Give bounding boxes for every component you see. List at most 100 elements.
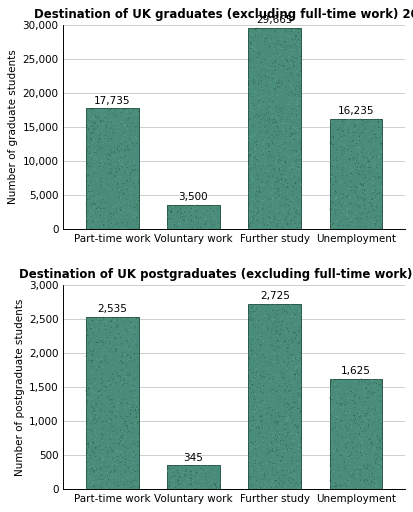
Point [289, 377, 296, 386]
Point [259, 95, 266, 103]
Point [346, 402, 352, 410]
Point [110, 212, 116, 221]
Point [255, 362, 262, 371]
Point [123, 438, 130, 446]
Text: 345: 345 [183, 453, 203, 463]
Point [375, 393, 382, 401]
Point [276, 78, 283, 86]
Point [256, 134, 263, 142]
Point [271, 216, 278, 224]
Point [127, 355, 133, 363]
Point [124, 352, 131, 360]
Point [370, 391, 376, 399]
Point [339, 167, 346, 175]
Point [254, 416, 260, 424]
Point [263, 419, 269, 427]
Point [276, 361, 282, 370]
Point [370, 173, 377, 181]
Point [358, 191, 365, 200]
Point [85, 394, 92, 402]
Point [272, 84, 278, 92]
Point [330, 198, 336, 206]
Point [126, 145, 132, 154]
Point [341, 170, 347, 179]
Point [128, 169, 134, 178]
Point [92, 421, 99, 430]
Point [328, 465, 334, 473]
Point [116, 399, 123, 408]
Point [93, 455, 100, 463]
Point [245, 132, 252, 140]
Point [297, 383, 304, 391]
Point [330, 171, 336, 179]
Point [117, 437, 124, 445]
Point [341, 400, 347, 409]
Point [265, 483, 271, 491]
Point [135, 480, 141, 488]
Point [277, 395, 283, 403]
Point [264, 335, 271, 344]
Point [249, 424, 256, 433]
Point [98, 154, 105, 162]
Point [95, 107, 102, 115]
Point [328, 180, 335, 188]
Point [358, 465, 365, 474]
Point [360, 414, 367, 422]
Point [297, 307, 304, 315]
Point [263, 167, 270, 176]
Point [134, 199, 140, 207]
Point [344, 184, 351, 192]
Point [273, 67, 280, 75]
Point [297, 144, 304, 152]
Point [266, 428, 273, 436]
Point [101, 454, 107, 462]
Point [276, 432, 283, 440]
Point [347, 460, 354, 468]
Point [113, 119, 119, 127]
Point [273, 111, 279, 119]
Point [368, 478, 375, 486]
Point [257, 127, 264, 136]
Point [378, 444, 385, 453]
Point [276, 378, 282, 387]
Point [85, 143, 91, 152]
Point [107, 398, 113, 406]
Point [274, 452, 281, 460]
Point [256, 447, 262, 455]
Point [378, 221, 385, 229]
Point [254, 197, 260, 205]
Point [107, 336, 114, 345]
Point [261, 37, 268, 46]
Point [266, 132, 273, 140]
Point [285, 413, 292, 421]
Point [370, 461, 377, 469]
Point [351, 221, 358, 229]
Point [359, 209, 366, 218]
Point [125, 458, 131, 466]
Point [197, 477, 204, 485]
Point [282, 173, 289, 181]
Point [345, 453, 352, 461]
Point [298, 137, 304, 145]
Point [342, 409, 349, 417]
Point [329, 376, 336, 384]
Point [363, 217, 370, 225]
Point [97, 144, 103, 152]
Point [124, 338, 131, 346]
Point [103, 135, 109, 143]
Point [250, 175, 256, 183]
Point [339, 419, 346, 428]
Point [270, 345, 276, 353]
Point [360, 143, 367, 152]
Point [334, 132, 340, 140]
Point [256, 49, 262, 57]
Point [83, 373, 90, 381]
Point [272, 418, 279, 426]
Point [348, 172, 355, 180]
Point [261, 321, 267, 329]
Point [272, 122, 278, 131]
Point [119, 161, 126, 169]
Point [347, 153, 354, 161]
Point [263, 416, 269, 424]
Point [95, 411, 102, 419]
